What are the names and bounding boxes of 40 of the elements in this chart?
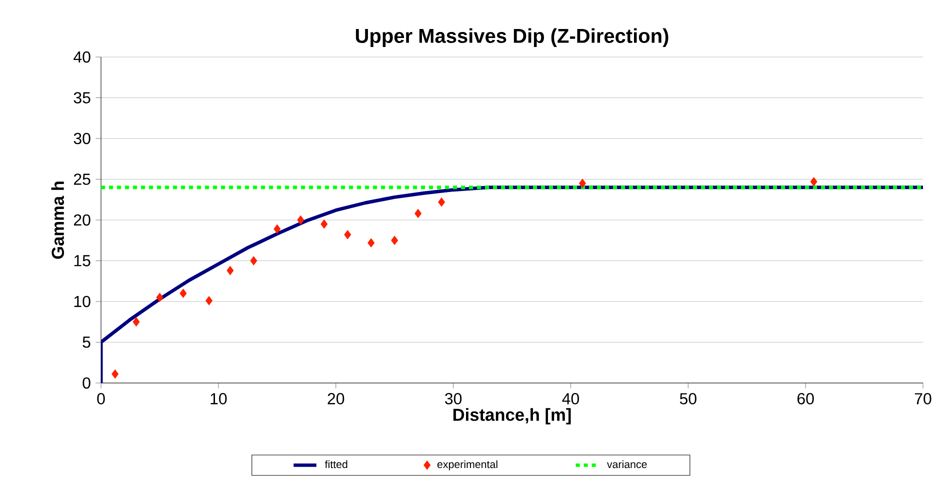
point [226,266,234,276]
x-tick-label: 30 [445,393,462,404]
point [180,288,187,298]
y-tick-label: 35 [74,92,90,104]
y-tick-label: 40 [74,51,90,63]
point [132,317,140,326]
point [578,178,586,188]
point [320,220,328,229]
point [250,256,258,266]
point [810,177,818,186]
x-axis-title: Distance,h [m] [453,408,571,424]
y-tick-label: 15 [74,255,90,266]
x-tick-label: 10 [210,393,227,404]
y-tick-label: 5 [82,336,90,348]
y-tick-label: 25 [74,174,90,185]
x-tick-label: 70 [914,393,932,404]
legend-label: experimental [437,460,498,470]
point [391,236,398,245]
y-tick-label: 10 [74,296,90,308]
point [344,230,352,240]
legend-label: fitted [324,460,348,468]
point [112,369,119,379]
x-tick-label: 40 [562,393,579,404]
point [274,224,281,234]
y-tick-label: 30 [74,132,90,144]
point [438,198,446,207]
y-axis-title: Gamma h [51,182,64,259]
point [368,238,375,248]
point [206,296,213,306]
y-tick-label: 0 [82,377,90,389]
x-tick-label: 0 [97,393,105,404]
y-tick-label: 20 [74,214,90,226]
point [297,215,304,225]
x-tick-label: 20 [328,393,344,404]
legend-label: variance [606,460,647,468]
point [156,292,164,302]
chart-title: Upper Massives Dip (Z-Direction) [356,28,668,47]
x-tick-label: 50 [680,393,696,404]
x-tick-label: 60 [797,393,814,404]
point [414,208,422,218]
